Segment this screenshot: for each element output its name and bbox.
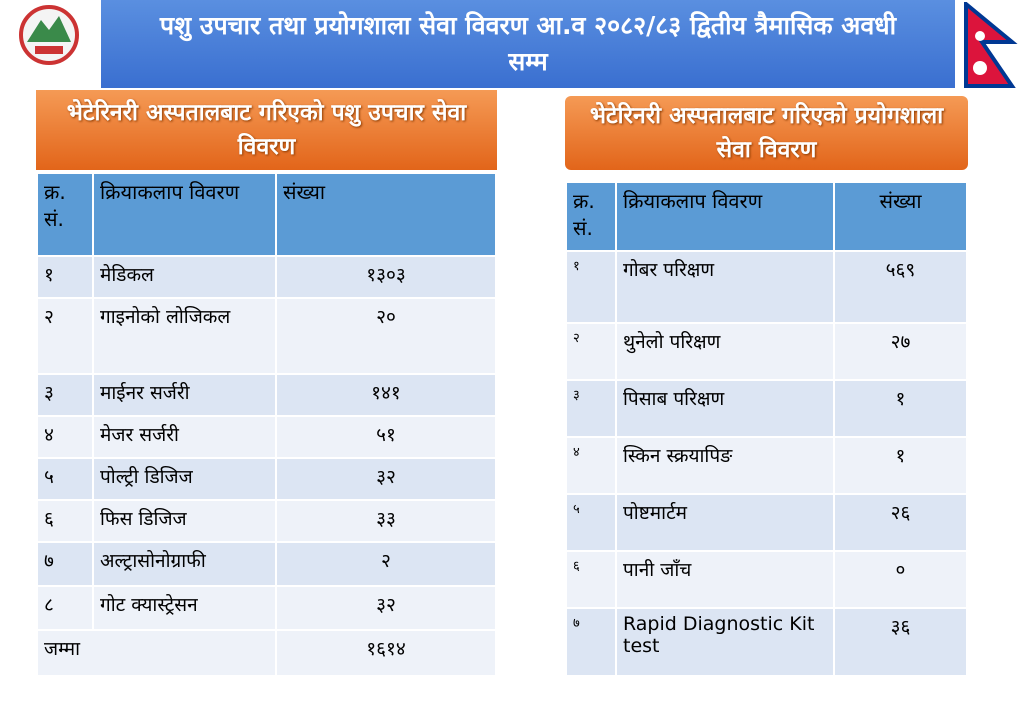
table-cell: ६ [36, 499, 94, 543]
table-cell: २७ [833, 322, 968, 381]
column-header: क्र. सं. [565, 181, 617, 252]
table-cell: गाइनोको लोजिकल [92, 297, 277, 375]
table-cell: ५ [36, 457, 94, 501]
column-header: क्रियाकलाप विवरण [92, 172, 277, 257]
table-cell: ५१ [275, 415, 497, 459]
emblem [19, 5, 79, 65]
table-cell: ३२ [275, 457, 497, 501]
title-bar: पशु उपचार तथा प्रयोगशाला सेवा विवरण आ.व … [101, 0, 955, 88]
table-cell: स्किन स्क्रयापिङ [615, 436, 835, 495]
table-cell: गोबर परिक्षण [615, 250, 835, 324]
table-cell: ० [833, 550, 968, 609]
table-cell: २ [275, 541, 497, 587]
table-cell: पानी जाँच [615, 550, 835, 609]
table-cell: Rapid Diagnostic Kit test [615, 607, 835, 677]
table-cell: मेजर सर्जरी [92, 415, 277, 459]
table-cell: फिस डिजिज [92, 499, 277, 543]
column-header: संख्या [275, 172, 497, 257]
flag [964, 2, 1018, 88]
column-header: संख्या [833, 181, 968, 252]
table-cell: ८ [36, 585, 94, 631]
table-cell: माईनर सर्जरी [92, 373, 277, 417]
table-cell: ७ [36, 541, 94, 587]
table: क्र. सं. क्रियाकलाप विवरण संख्या १ गोबर परिक… [565, 181, 968, 677]
table-cell: थुनेलो परिक्षण [615, 322, 835, 381]
total-value: १६१४ [275, 629, 497, 677]
table-cell: गोट क्यास्ट्रेसन [92, 585, 277, 631]
table-cell: १४१ [275, 373, 497, 417]
column-header: क्रियाकलाप विवरण [615, 181, 835, 252]
table-cell: पोल्ट्री डिजिज [92, 457, 277, 501]
table-cell: १ [565, 250, 617, 324]
section-title: भेटेरिनरी अस्पतालबाट गरिएको पशु उपचार से… [36, 90, 497, 170]
table-cell: १ [833, 436, 968, 495]
table-cell: ४ [36, 415, 94, 459]
table-cell: अल्ट्रासोनोग्राफी [92, 541, 277, 587]
table-cell: ४ [565, 436, 617, 495]
table-cell: ५ [565, 493, 617, 552]
table-cell: २ [36, 297, 94, 375]
table-cell: १ [36, 255, 94, 299]
table-cell: ५६९ [833, 250, 968, 324]
table-cell: ६ [565, 550, 617, 609]
table-cell: मेडिकल [92, 255, 277, 299]
column-header: क्र. सं. [36, 172, 94, 257]
table-cell: ३६ [833, 607, 968, 677]
section-title: भेटेरिनरी अस्पतालबाट गरिएको प्रयोगशाला स… [565, 96, 968, 170]
table-cell: १३०३ [275, 255, 497, 299]
table-cell: ७ [565, 607, 617, 677]
table-cell: २६ [833, 493, 968, 552]
table-cell: ३२ [275, 585, 497, 631]
table-cell: २० [275, 297, 497, 375]
table-cell: ३ [36, 373, 94, 417]
table-cell: ३३ [275, 499, 497, 543]
table-cell: पोष्टमार्टम [615, 493, 835, 552]
table: क्र. सं. क्रियाकलाप विवरण संख्या १ मेडिकल १३०… [36, 172, 497, 677]
table-cell: १ [833, 379, 968, 438]
table-cell: ३ [565, 379, 617, 438]
table-cell: २ [565, 322, 617, 381]
total-label: जम्मा [36, 629, 277, 677]
table-cell: पिसाब परिक्षण [615, 379, 835, 438]
